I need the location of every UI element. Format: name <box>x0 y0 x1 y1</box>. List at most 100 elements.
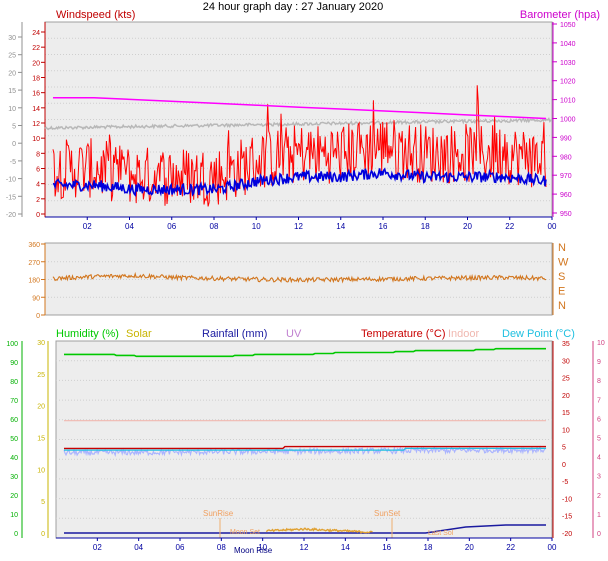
time-tick-label: 20 <box>463 222 472 231</box>
uv-tick-label: 7 <box>597 397 601 404</box>
temperature-tick-label: -15 <box>562 514 572 521</box>
outer-left-tick-label: -10 <box>6 177 16 184</box>
humidity-temperature-panel: Humidity (%) Solar Rainfall (mm) UV Temperat… <box>6 328 605 539</box>
humidity-tick-label: 100 <box>6 341 18 348</box>
temperature-tick-label: 0 <box>562 462 566 469</box>
windspeed-tick-label: 16 <box>32 91 40 98</box>
barometer-tick-label: 1050 <box>560 22 576 29</box>
solar-legend-label: Solar <box>126 328 152 340</box>
time-tick-label: 14 <box>336 222 345 231</box>
windspeed-tick-label: 10 <box>32 136 40 143</box>
wind-average-line <box>52 167 547 197</box>
temperature-tick-label: -5 <box>562 479 568 486</box>
humidity-tick-label: 70 <box>10 398 18 405</box>
time-tick-label: 00 <box>548 222 557 231</box>
solar-scale-tick-label: 10 <box>37 467 45 474</box>
time-tick-label: 12 <box>294 222 303 231</box>
temperature-tick-label: 25 <box>562 376 570 383</box>
direction-tick-label: 270 <box>28 260 40 267</box>
barometer-trend-line <box>44 117 553 131</box>
uv-tick-label: 4 <box>597 455 601 462</box>
barometer-tick-label: 950 <box>560 211 572 218</box>
time-tick-label: 10 <box>258 543 267 552</box>
time-tick-label: 08 <box>217 543 226 552</box>
time-tick-label: 00 <box>548 543 557 552</box>
outer-left-tick-label: 10 <box>8 106 16 113</box>
windspeed-tick-label: 24 <box>32 30 40 37</box>
indoor-humidity-line <box>63 445 547 458</box>
windspeed-tick-label: 22 <box>32 45 40 52</box>
solar-scale-tick-label: 5 <box>41 499 45 506</box>
lastsol-label: Last Sol <box>428 530 454 537</box>
solar-line <box>265 527 373 534</box>
time-tick-label: 04 <box>134 543 143 552</box>
barometer-tick-label: 1010 <box>560 98 576 105</box>
outer-left-tick-label: 5 <box>12 124 16 131</box>
uv-tick-label: 2 <box>597 493 601 500</box>
time-tick-label: 18 <box>421 222 430 231</box>
time-tick-label: 10 <box>252 222 261 231</box>
temperature-tick-label: 35 <box>562 341 570 348</box>
windspeed-tick-label: 2 <box>36 197 40 204</box>
solar-scale-tick-label: 25 <box>37 372 45 379</box>
sunset-label: SunSet <box>374 509 401 518</box>
direction-tick-label: 0 <box>36 313 40 320</box>
humidity-tick-label: 20 <box>10 493 18 500</box>
windspeed-tick-label: 4 <box>36 182 40 189</box>
windspeed-tick-label: 14 <box>32 106 40 113</box>
outer-left-tick-label: 25 <box>8 53 16 60</box>
humidity-tick-label: 80 <box>10 379 18 386</box>
windspeed-tick-label: 20 <box>32 60 40 67</box>
temperature-tick-label: 10 <box>562 427 570 434</box>
outer-left-tick-label: 20 <box>8 70 16 77</box>
temperature-tick-label: 5 <box>562 445 566 452</box>
barometer-tick-label: 1040 <box>560 41 576 48</box>
uv-tick-label: 3 <box>597 474 601 481</box>
barometer-tick-label: 1030 <box>560 60 576 67</box>
uv-legend-label: UV <box>286 328 302 340</box>
compass-label: S <box>558 271 565 283</box>
sunrise-label: SunRise <box>203 509 234 518</box>
barometer-tick-label: 970 <box>560 173 572 180</box>
solar-scale-tick-label: 20 <box>37 404 45 411</box>
outer-left-tick-label: -5 <box>10 159 16 166</box>
windspeed-tick-label: 18 <box>32 76 40 83</box>
temperature-tick-label: 15 <box>562 410 570 417</box>
time-tick-label: 04 <box>125 222 134 231</box>
time-tick-label: 06 <box>167 222 176 231</box>
time-tick-label: 22 <box>505 222 514 231</box>
humidity-line <box>64 347 546 358</box>
windspeed-tick-label: 6 <box>36 167 40 174</box>
uv-tick-label: 8 <box>597 378 601 385</box>
chart-title: 24 hour graph day : 27 January 2020 <box>203 1 383 13</box>
humidity-legend-label: Humidity (%) <box>56 328 119 340</box>
windspeed-tick-label: 8 <box>36 151 40 158</box>
uv-tick-label: 5 <box>597 436 601 443</box>
outer-left-tick-label: -15 <box>6 194 16 201</box>
humidity-tick-label: 10 <box>10 512 18 519</box>
dewpoint-legend-label: Dew Point (°C) <box>502 328 575 340</box>
time-tick-label: 16 <box>382 543 391 552</box>
compass-label: N <box>558 242 566 254</box>
barometer-line <box>53 96 547 120</box>
outer-left-tick-label: 15 <box>8 88 16 95</box>
time-tick-label: 22 <box>506 543 515 552</box>
barometer-tick-label: 960 <box>560 192 572 199</box>
time-tick-label: 12 <box>300 543 309 552</box>
temperature-tick-label: 30 <box>562 358 570 365</box>
time-tick-label: 08 <box>210 222 219 231</box>
moonset-label: Moon Set <box>230 529 260 536</box>
temperature-tick-label: -10 <box>562 496 572 503</box>
solar-scale-tick-label: 30 <box>37 340 45 347</box>
uv-tick-label: 0 <box>597 531 601 538</box>
compass-label: N <box>558 300 566 312</box>
barometer-tick-label: 980 <box>560 154 572 161</box>
temperature-line <box>64 445 546 450</box>
barometer-tick-label: 1000 <box>560 117 576 124</box>
time-tick-label: 18 <box>424 543 433 552</box>
outer-left-tick-label: 30 <box>8 35 16 42</box>
barometer-axis-label: Barometer (hpa) <box>520 9 600 21</box>
